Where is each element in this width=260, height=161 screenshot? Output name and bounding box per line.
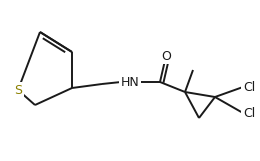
Text: Cl: Cl bbox=[243, 80, 255, 94]
Text: HN: HN bbox=[121, 76, 139, 89]
Text: Cl: Cl bbox=[243, 106, 255, 119]
Text: O: O bbox=[161, 49, 171, 62]
Text: S: S bbox=[14, 84, 22, 96]
